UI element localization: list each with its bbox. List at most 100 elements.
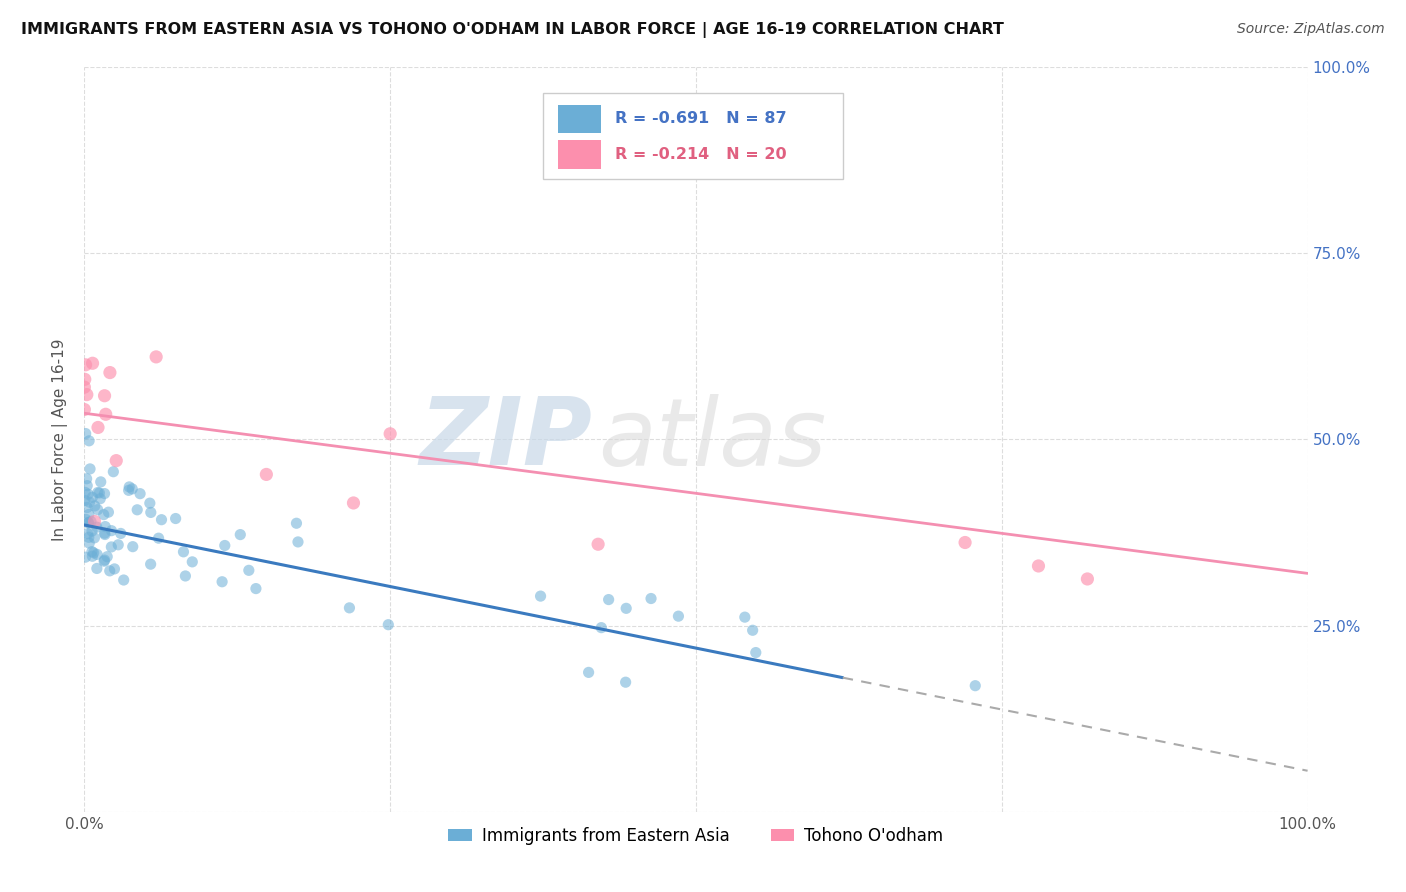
Point (89, 491, 111, 506)
Point (83, 531, 105, 545)
Point (145, 350, 167, 364)
Point (614, 601, 637, 615)
Point (93, 553, 115, 567)
Text: R = -0.214   N = 20: R = -0.214 N = 20 (616, 147, 787, 162)
Point (745, 646, 768, 660)
Point (339, 600, 361, 615)
Point (107, 538, 129, 552)
FancyBboxPatch shape (558, 104, 600, 133)
Point (100, 540, 122, 554)
Point (127, 503, 149, 517)
Point (112, 573, 135, 587)
Text: ZIP: ZIP (419, 393, 592, 485)
Point (93, 486, 115, 500)
Point (86, 548, 108, 562)
Point (90, 475, 112, 489)
Point (77, 487, 100, 501)
Point (73, 402, 96, 417)
Point (87, 420, 110, 434)
Point (83, 515, 105, 529)
Point (80, 524, 103, 538)
Point (591, 621, 613, 635)
Point (139, 557, 162, 571)
Point (77, 536, 100, 550)
Point (79, 462, 101, 476)
Point (82, 549, 104, 564)
Point (93, 508, 115, 522)
Point (229, 527, 252, 541)
Point (254, 467, 277, 482)
Point (77, 434, 100, 448)
FancyBboxPatch shape (558, 140, 600, 169)
Text: IMMIGRANTS FROM EASTERN ASIA VS TOHONO O'ODHAM IN LABOR FORCE | AGE 16-19 CORREL: IMMIGRANTS FROM EASTERN ASIA VS TOHONO O… (21, 22, 1004, 38)
Point (89, 486, 111, 500)
Point (77, 508, 100, 522)
Point (287, 535, 309, 549)
Point (965, 679, 987, 693)
Point (76, 387, 98, 401)
Point (103, 562, 125, 576)
Point (79, 495, 101, 509)
Point (82, 491, 104, 505)
Point (77, 516, 100, 530)
Point (238, 563, 260, 577)
Point (93, 389, 115, 403)
Point (1028, 558, 1050, 573)
Point (76, 500, 98, 515)
Point (83, 546, 105, 560)
Point (82, 356, 104, 370)
Point (75, 485, 97, 500)
Point (150, 513, 173, 527)
Point (734, 610, 756, 624)
Point (87, 485, 110, 500)
Point (121, 482, 143, 496)
Point (96, 549, 118, 564)
Point (172, 545, 194, 559)
Point (93, 526, 115, 541)
Point (93, 554, 115, 568)
Point (94, 519, 117, 533)
Point (76, 526, 98, 541)
Point (214, 539, 236, 553)
Point (86, 502, 108, 516)
Point (285, 516, 308, 531)
Point (77, 516, 100, 530)
Point (245, 582, 267, 596)
Point (117, 483, 139, 498)
Point (94, 527, 117, 541)
Point (614, 675, 637, 690)
Point (174, 569, 197, 583)
Point (139, 505, 162, 519)
Point (121, 540, 143, 554)
Point (73, 493, 96, 508)
Point (100, 524, 122, 538)
Point (529, 589, 551, 603)
Text: Source: ZipAtlas.com: Source: ZipAtlas.com (1237, 22, 1385, 37)
Point (741, 624, 763, 638)
Point (75, 550, 97, 565)
Point (148, 531, 170, 545)
Point (73, 372, 96, 386)
Text: R = -0.691   N = 87: R = -0.691 N = 87 (616, 112, 787, 126)
Point (80, 544, 103, 558)
Point (98, 366, 121, 380)
Text: atlas: atlas (598, 393, 827, 485)
Point (640, 591, 662, 606)
Point (578, 665, 600, 680)
Point (80, 515, 103, 529)
Point (73, 380, 96, 394)
Point (380, 426, 402, 441)
Legend: Immigrants from Eastern Asia, Tohono O'odham: Immigrants from Eastern Asia, Tohono O'o… (441, 821, 950, 852)
Point (76, 472, 98, 486)
Point (139, 496, 162, 510)
Point (110, 526, 132, 541)
Point (1076, 572, 1098, 586)
Point (165, 511, 187, 525)
Point (377, 617, 399, 632)
Point (668, 609, 690, 624)
Point (598, 592, 620, 607)
Point (75, 358, 97, 372)
Point (86, 520, 108, 534)
Point (129, 486, 152, 500)
Point (953, 535, 976, 549)
